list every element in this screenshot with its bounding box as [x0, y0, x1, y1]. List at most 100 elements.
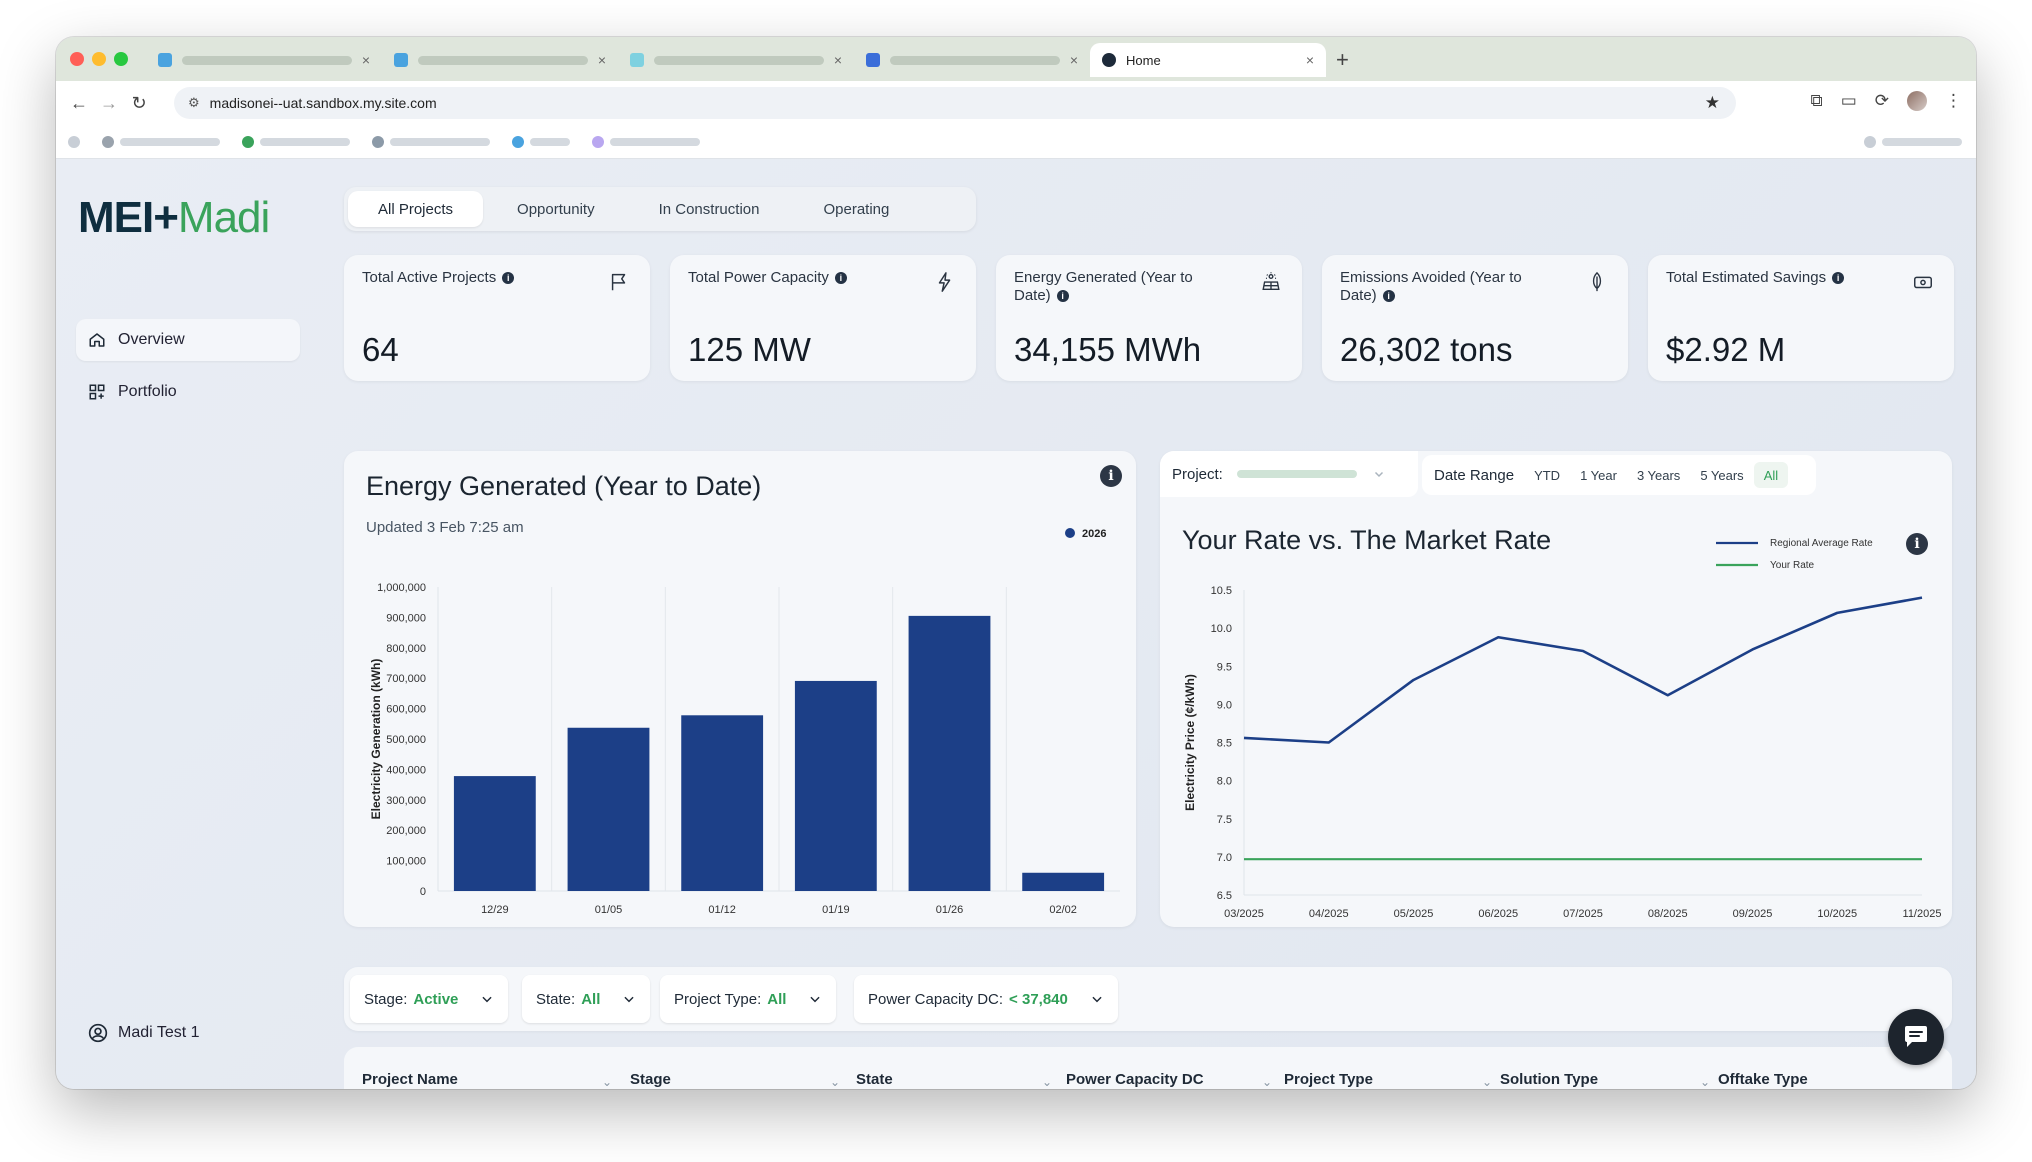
tab-operating[interactable]: Operating — [823, 200, 890, 218]
y-tick-label: 10.5 — [1211, 585, 1232, 597]
close-window-button[interactable] — [70, 52, 84, 66]
bookmark-item[interactable] — [592, 135, 700, 148]
y-tick-label: 1,000,000 — [377, 582, 426, 594]
address-bar[interactable]: ⚙ madisonei--uat.sandbox.my.site.com ★ — [174, 87, 1736, 119]
bar-02-02[interactable] — [1022, 872, 1105, 891]
range-option-5-years[interactable]: 5 Years — [1700, 467, 1744, 483]
power-capacity-filter-dropdown[interactable]: Power Capacity DC: < 37,840 — [854, 975, 1118, 1023]
chevron-down-icon — [624, 996, 634, 1003]
kpi-label: Total Estimated Savings — [1666, 269, 1827, 286]
legend-marker — [1065, 528, 1075, 538]
legend-label[interactable]: Regional Average Rate — [1770, 538, 1873, 549]
column-header-power-capacity-dc[interactable]: Power Capacity DC — [1066, 1071, 1204, 1088]
menu-kebab-icon[interactable]: ⋮ — [1945, 91, 1962, 110]
bar-01-12[interactable] — [681, 715, 764, 891]
brand-logo[interactable]: MEI+Madi — [78, 193, 270, 243]
project-type-filter-dropdown[interactable]: Project Type: All — [660, 975, 837, 1023]
y-axis-label: Electricity Price (¢/kWh) — [1183, 674, 1197, 811]
x-tick-label: 03/2025 — [1224, 908, 1264, 920]
filter-label: Stage: — [364, 990, 408, 1008]
sort-icon[interactable]: ⌄ — [602, 1075, 613, 1089]
browser-tab-active[interactable]: Home × — [1090, 43, 1326, 77]
range-option-all[interactable]: All — [1753, 462, 1789, 488]
info-icon[interactable]: i — [834, 272, 847, 284]
kpi-value: 64 — [362, 331, 399, 368]
browser-tab[interactable]: × — [382, 43, 618, 77]
bookmark-item[interactable] — [242, 135, 350, 148]
bookmark-item[interactable] — [372, 135, 490, 148]
user-circle-icon — [88, 1023, 108, 1043]
column-header-stage[interactable]: Stage — [630, 1071, 671, 1088]
tab-close-icon[interactable]: × — [1069, 52, 1078, 68]
info-icon[interactable]: i — [1100, 465, 1122, 487]
sort-icon[interactable]: ⌄ — [1042, 1075, 1053, 1089]
reload-icon[interactable]: ↻ — [131, 92, 147, 113]
info-icon[interactable]: i — [1906, 533, 1928, 555]
filter-label: Project Type: — [674, 990, 762, 1008]
forward-icon[interactable]: → — [100, 92, 118, 113]
cast-icon[interactable]: ▭ — [1840, 91, 1857, 110]
tab-close-icon[interactable]: × — [1305, 52, 1314, 68]
y-tick-label: 600,000 — [386, 704, 426, 716]
sort-icon[interactable]: ⌄ — [830, 1075, 841, 1089]
tab-all-projects[interactable]: All Projects — [348, 191, 484, 227]
maximize-window-button[interactable] — [114, 52, 128, 66]
new-tab-button[interactable]: + — [1336, 47, 1349, 72]
minimize-window-button[interactable] — [92, 52, 106, 66]
tab-close-icon[interactable]: × — [361, 52, 370, 68]
column-header-project-name[interactable]: Project Name — [362, 1071, 458, 1088]
tab-close-icon[interactable]: × — [597, 52, 606, 68]
range-option-ytd[interactable]: YTD — [1534, 467, 1561, 483]
info-icon[interactable]: i — [1832, 272, 1845, 284]
chat-button[interactable] — [1888, 1009, 1944, 1065]
browser-tab[interactable]: × — [854, 43, 1090, 77]
back-icon[interactable]: ← — [70, 92, 88, 113]
legend-label[interactable]: 2026 — [1082, 528, 1106, 540]
bookmark-star-icon[interactable]: ★ — [1704, 93, 1720, 112]
column-header-solution-type[interactable]: Solution Type — [1500, 1071, 1599, 1088]
bookmark-item[interactable] — [68, 135, 80, 148]
tab-in-construction[interactable]: In Construction — [658, 200, 760, 218]
tab-favicon-icon — [866, 53, 880, 67]
column-header-state[interactable]: State — [856, 1071, 893, 1088]
info-icon[interactable]: i — [502, 272, 515, 284]
all-bookmarks[interactable] — [1864, 135, 1962, 148]
sidebar-item-overview[interactable]: Overview — [76, 319, 300, 361]
sort-icon[interactable]: ⌄ — [1482, 1075, 1493, 1089]
legend-label[interactable]: Your Rate — [1770, 560, 1815, 571]
stage-filter-dropdown[interactable]: Stage: Active — [350, 975, 509, 1023]
bar-12-29[interactable] — [453, 776, 536, 891]
sync-icon[interactable]: ⟳ — [1874, 91, 1889, 110]
bookmark-item[interactable] — [512, 135, 570, 148]
browser-tab[interactable]: × — [618, 43, 854, 77]
tab-opportunity[interactable]: Opportunity — [517, 200, 595, 218]
range-option-1-year[interactable]: 1 Year — [1580, 467, 1617, 483]
bar-01-05[interactable] — [567, 727, 650, 891]
money-icon — [1914, 276, 1932, 289]
sort-icon[interactable]: ⌄ — [1262, 1075, 1273, 1089]
range-option-3-years[interactable]: 3 Years — [1636, 467, 1681, 483]
sort-icon[interactable]: ⌄ — [1700, 1075, 1711, 1089]
series-line-regional-average-rate[interactable] — [1243, 596, 1923, 744]
bookmark-item[interactable] — [102, 135, 220, 148]
bar-01-26[interactable] — [908, 615, 991, 891]
info-icon[interactable]: i — [1056, 290, 1069, 302]
state-filter-dropdown[interactable]: State: All — [522, 975, 651, 1023]
project-selector[interactable]: Project: — [1160, 451, 1418, 497]
profile-avatar[interactable] — [1907, 91, 1927, 111]
x-tick-label: 12/29 — [481, 904, 509, 916]
extensions-icon[interactable]: ⧉ — [1810, 91, 1823, 110]
user-menu[interactable]: Madi Test 1 — [88, 1023, 200, 1043]
tab-close-icon[interactable]: × — [833, 52, 842, 68]
site-settings-icon[interactable]: ⚙ — [188, 95, 200, 110]
info-icon[interactable]: i — [1382, 290, 1395, 302]
filter-label: Power Capacity DC: — [868, 990, 1004, 1008]
column-header-project-type[interactable]: Project Type — [1284, 1071, 1373, 1088]
column-header-offtake-type[interactable]: Offtake Type — [1718, 1071, 1808, 1088]
project-status-tabs: All Projects Opportunity In Construction… — [344, 187, 976, 231]
y-tick-label: 9.5 — [1217, 661, 1232, 673]
browser-tab[interactable]: × — [146, 43, 382, 77]
card-title: Energy Generated (Year to Date) — [366, 471, 762, 501]
sidebar-item-portfolio[interactable]: Portfolio — [76, 371, 300, 413]
bar-01-19[interactable] — [794, 680, 877, 891]
